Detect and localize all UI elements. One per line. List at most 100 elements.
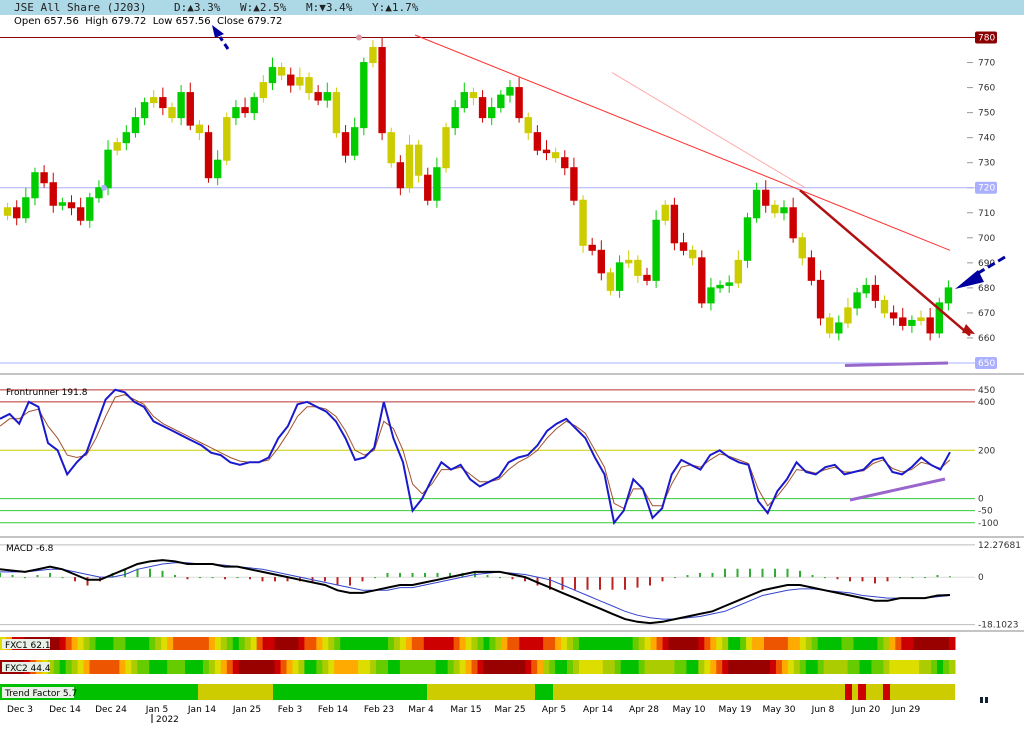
heat-cell	[250, 637, 258, 650]
heat-cell	[877, 660, 884, 674]
histogram-bar	[874, 577, 876, 584]
heat-cell	[847, 637, 855, 650]
heat-cell	[83, 637, 91, 650]
candle	[95, 187, 103, 199]
x-axis: Dec 3 Dec 14 Dec 24 Jan 5 Jan 14 Jan 25 Feb 3 F…	[7, 705, 920, 725]
heat-cell	[722, 637, 729, 650]
heat-cell	[793, 637, 801, 650]
x-tick-label: Apr 14	[583, 705, 613, 715]
y-tick-label: 770	[978, 59, 995, 69]
heat-cell	[382, 660, 389, 674]
heat-cell	[232, 660, 240, 674]
heat-cell	[883, 660, 890, 674]
pointer-arrow-line	[218, 36, 230, 50]
trend-segment	[852, 684, 858, 700]
heat-cell	[895, 660, 902, 674]
candle	[177, 92, 185, 119]
heat-cell	[292, 637, 299, 650]
candle	[314, 92, 322, 101]
y-tick-label: -18.1023	[978, 621, 1018, 631]
candle	[780, 207, 788, 214]
heat-cell	[65, 637, 73, 650]
heat-cell	[179, 660, 186, 674]
heat-cell	[561, 637, 568, 650]
heat-cell	[495, 637, 502, 650]
heat-cell	[370, 660, 377, 674]
histogram-bar	[149, 568, 151, 578]
heat-cell	[262, 660, 270, 674]
macd-panel: 12.27681 0 -18.1023 MACD -6.8	[0, 541, 1024, 632]
candle	[825, 317, 834, 334]
heat-cell	[602, 660, 610, 674]
candle	[287, 74, 295, 86]
heat-cell	[280, 637, 287, 650]
candle	[159, 97, 167, 109]
heat-cell	[608, 660, 616, 674]
candle	[889, 312, 898, 319]
candle	[944, 287, 953, 304]
heat-cell	[107, 660, 114, 674]
heat-cell	[208, 637, 216, 650]
heat-cell	[519, 660, 526, 674]
histogram-bar	[824, 577, 826, 579]
candle	[13, 207, 21, 219]
heat-cell	[196, 637, 204, 650]
heat-cell	[847, 660, 855, 674]
candle	[707, 287, 715, 304]
x-tick-label: Jun 20	[851, 705, 881, 715]
heat-cell	[411, 660, 419, 674]
histogram-bar	[699, 572, 701, 578]
candle	[871, 284, 880, 301]
histogram-bar	[249, 577, 251, 580]
heat-cell	[202, 637, 210, 650]
heat-cell	[704, 660, 711, 674]
heat-cell	[125, 660, 132, 674]
candle	[506, 87, 514, 96]
x-tick-label: May 30	[763, 705, 796, 715]
candle	[478, 97, 487, 119]
histogram-bar	[324, 577, 326, 582]
candle	[204, 132, 213, 179]
trend-factor-label: Trend Factor 5.7	[4, 689, 77, 699]
heat-cell	[698, 660, 705, 674]
histogram-bar	[686, 575, 689, 578]
heat-cell	[256, 660, 264, 674]
heat-cell	[877, 637, 884, 650]
heat-cell	[143, 660, 150, 674]
candle	[652, 219, 660, 281]
heat-cell	[764, 660, 771, 674]
y-tick-label: 450	[978, 386, 995, 396]
heat-cell	[346, 660, 353, 674]
candle	[542, 149, 551, 154]
level-marker	[356, 34, 362, 41]
heat-cell	[53, 637, 61, 650]
heat-cell	[716, 637, 723, 650]
histogram-bar	[499, 577, 501, 579]
candle	[561, 157, 569, 169]
pointer-arrow-icon	[955, 270, 984, 289]
heat-cell	[286, 637, 293, 650]
heat-cell	[734, 660, 741, 674]
histogram-bar	[786, 568, 789, 578]
heat-cell	[262, 637, 270, 650]
heat-cell	[883, 637, 890, 650]
candle	[442, 127, 450, 169]
signal-line	[0, 562, 951, 620]
heat-cell	[53, 660, 61, 674]
histogram-bar	[449, 572, 451, 578]
heat-cell	[549, 637, 556, 650]
heat-cell	[644, 660, 652, 674]
heat-cell	[364, 660, 371, 674]
heat-cell	[537, 660, 544, 674]
heat-cell	[340, 637, 347, 650]
heat-cell	[937, 637, 944, 650]
heat-cell	[89, 660, 96, 674]
heat-cell	[710, 660, 717, 674]
candle	[140, 102, 149, 119]
histogram-bar	[586, 577, 589, 590]
trend-segment	[553, 684, 845, 700]
x-tick-label: Apr 28	[629, 705, 659, 715]
histogram-bar	[736, 568, 739, 578]
histogram-bar	[361, 577, 364, 582]
